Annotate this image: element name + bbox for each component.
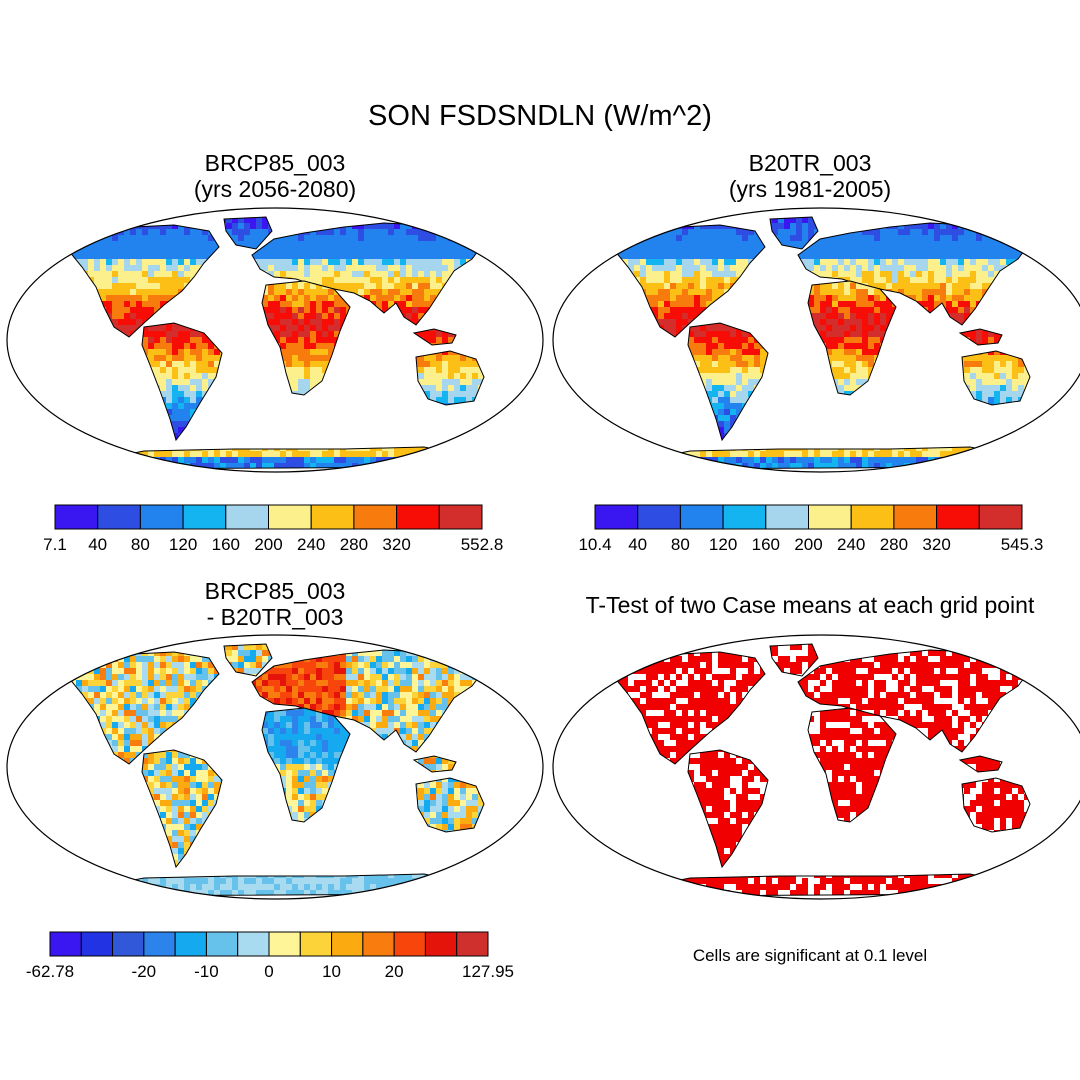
colorbar-bin-6 (206, 932, 237, 956)
colorbar-label-p1-0: 7.1 (43, 535, 67, 555)
colorbar-bin-10 (439, 505, 482, 529)
panel1-title-line1: BRCP85_003 (115, 150, 435, 176)
colorbar-label-p3-1: -20 (132, 962, 157, 982)
colorbar-label-p2-9: 545.3 (1001, 535, 1044, 555)
colorbar-bin-7 (851, 505, 894, 529)
colorbar-label-p1-5: 200 (254, 535, 282, 555)
colorbar-bin-9 (397, 505, 440, 529)
colorbar-bin-13 (425, 932, 456, 956)
colorbar-label-p3-3: 0 (264, 962, 273, 982)
colorbar-bin-8 (269, 932, 300, 956)
colorbar-bin-4 (723, 505, 766, 529)
colorbar-bin-3 (680, 505, 723, 529)
colorbar-bin-7 (311, 505, 354, 529)
colorbar-bin-5 (226, 505, 269, 529)
colorbar-label-p1-4: 160 (212, 535, 240, 555)
colorbar-panel-3 (50, 932, 488, 958)
colorbar-bin-8 (894, 505, 937, 529)
colorbar-bin-4 (144, 932, 175, 956)
colorbar-panel-1 (55, 505, 482, 531)
panel1-title: BRCP85_003 (yrs 2056-2080) (115, 150, 435, 202)
colorbar-label-p2-1: 40 (628, 535, 647, 555)
colorbar-label-p1-9: 552.8 (461, 535, 504, 555)
colorbar-bin-4 (183, 505, 226, 529)
colorbar-bin-5 (175, 932, 206, 956)
colorbar-label-p1-3: 120 (169, 535, 197, 555)
colorbar-bin-7 (238, 932, 269, 956)
colorbar-bin-14 (457, 932, 488, 956)
colorbar-bin-11 (363, 932, 394, 956)
map-panel-4 (550, 632, 1080, 902)
colorbar-bin-1 (55, 505, 98, 529)
panel2-title-line2: (yrs 1981-2005) (650, 176, 970, 202)
colorbar-label-p1-6: 240 (297, 535, 325, 555)
colorbar-label-p1-7: 280 (340, 535, 368, 555)
colorbar-panel-2 (595, 505, 1022, 531)
colorbar-bin-9 (937, 505, 980, 529)
panel2-title-line1: B20TR_003 (650, 150, 970, 176)
figure-title: SON FSDSNDLN (W/m^2) (0, 100, 1080, 133)
colorbar-bin-10 (332, 932, 363, 956)
panel1-title-line2: (yrs 2056-2080) (115, 176, 435, 202)
colorbar-bin-12 (394, 932, 425, 956)
colorbar-label-p3-5: 20 (385, 962, 404, 982)
panel3-title-line2: - B20TR_003 (115, 604, 435, 630)
colorbar-label-p2-3: 120 (709, 535, 737, 555)
colorbar-bin-2 (98, 505, 141, 529)
colorbar-label-p2-4: 160 (752, 535, 780, 555)
colorbar-bin-1 (595, 505, 638, 529)
colorbar-bin-8 (354, 505, 397, 529)
colorbar-label-p2-0: 10.4 (578, 535, 611, 555)
panel3-title-line1: BRCP85_003 (115, 578, 435, 604)
colorbar-label-p1-8: 320 (382, 535, 410, 555)
map-panel-1 (4, 205, 546, 475)
colorbar-label-p1-2: 80 (131, 535, 150, 555)
colorbar-label-p2-7: 280 (880, 535, 908, 555)
colorbar-bin-5 (766, 505, 809, 529)
panel4-title: T-Test of two Case means at each grid po… (540, 592, 1080, 618)
colorbar-bin-10 (979, 505, 1022, 529)
map-panel-3 (4, 632, 546, 902)
colorbar-bin-9 (300, 932, 331, 956)
colorbar-label-p1-1: 40 (88, 535, 107, 555)
colorbar-label-p2-5: 200 (794, 535, 822, 555)
colorbar-label-p3-0: -62.78 (26, 962, 74, 982)
colorbar-bin-3 (140, 505, 183, 529)
colorbar-bin-6 (809, 505, 852, 529)
colorbar-bin-6 (269, 505, 312, 529)
colorbar-bin-2 (81, 932, 112, 956)
significance-note: Cells are significant at 0.1 level (560, 946, 1060, 966)
colorbar-bin-2 (638, 505, 681, 529)
colorbar-label-p2-2: 80 (671, 535, 690, 555)
colorbar-label-p2-8: 320 (922, 535, 950, 555)
map-panel-2 (550, 205, 1080, 475)
panel3-title: BRCP85_003 - B20TR_003 (115, 578, 435, 630)
colorbar-bin-1 (50, 932, 81, 956)
panel2-title: B20TR_003 (yrs 1981-2005) (650, 150, 970, 202)
colorbar-label-p3-6: 127.95 (462, 962, 514, 982)
colorbar-label-p3-4: 10 (322, 962, 341, 982)
colorbar-label-p3-2: -10 (194, 962, 219, 982)
colorbar-bin-3 (113, 932, 144, 956)
colorbar-label-p2-6: 240 (837, 535, 865, 555)
